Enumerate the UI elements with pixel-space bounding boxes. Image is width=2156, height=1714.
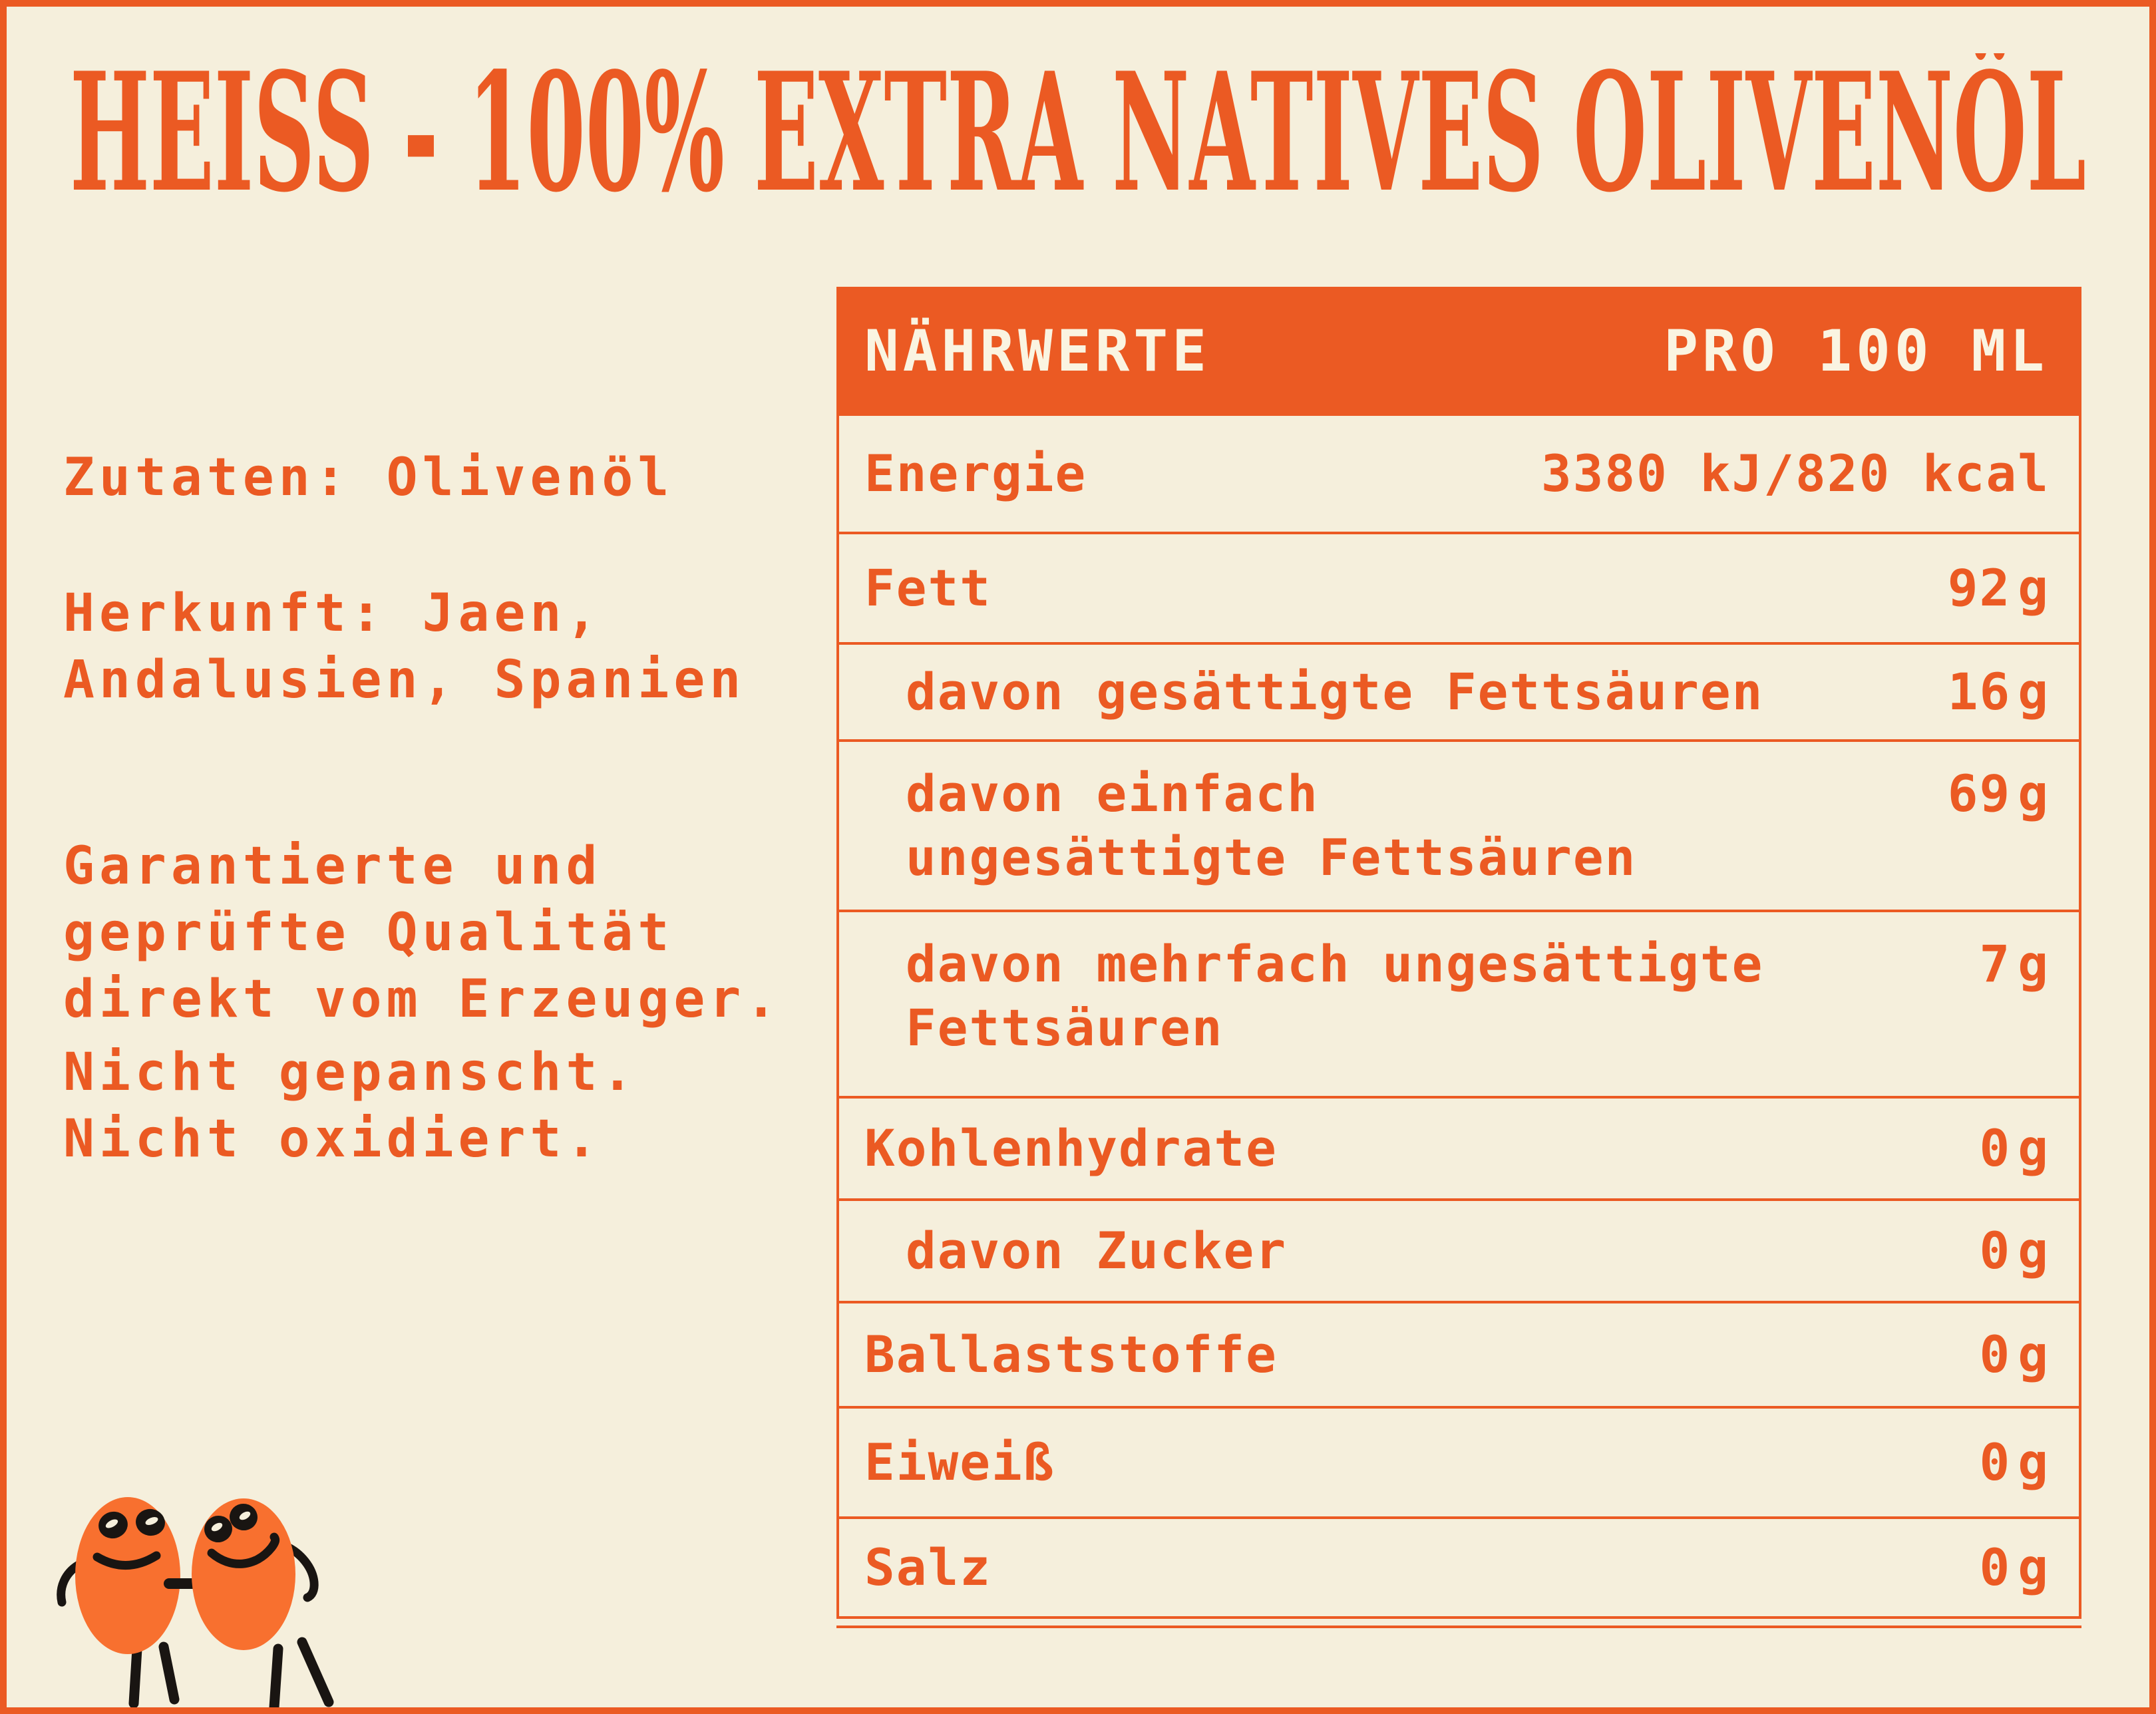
right-olive-leg bbox=[269, 1643, 283, 1713]
row-label: Energie bbox=[864, 444, 1087, 503]
row-unit: g bbox=[2018, 1325, 2050, 1384]
row-unit: g bbox=[2018, 662, 2050, 721]
row-value: 3380 kJ/820 kcal bbox=[1541, 442, 2050, 506]
left-olive-leg bbox=[158, 1641, 180, 1705]
row-unit: g bbox=[2018, 934, 2050, 993]
row-label: Ballaststoffe bbox=[864, 1325, 1278, 1384]
row-unit: g bbox=[2018, 1221, 2050, 1280]
row-amount: 0 bbox=[1979, 1118, 2012, 1178]
row-amount: 0 bbox=[1979, 1221, 2012, 1280]
table-row: Kohlenhydrate 0 g bbox=[839, 1096, 2079, 1198]
product-info-column: Zutaten: Olivenöl Herkunft: Jaen, Andalus… bbox=[63, 0, 808, 1714]
info-paragraph: Nicht gepanscht. Nicht oxidiert. bbox=[63, 1043, 638, 1169]
row-unit: g bbox=[2018, 764, 2050, 823]
row-amount: 0 bbox=[1979, 1538, 2012, 1597]
left-olive-smile bbox=[92, 1551, 161, 1570]
row-label: davon mehrfach ungesättigte Fettsäuren bbox=[906, 934, 1764, 1057]
right-olive-eye-highlight bbox=[239, 1511, 251, 1520]
table-row: davon mehrfach ungesättigte Fettsäuren 7 g bbox=[839, 910, 2079, 1096]
page-title: HEISS - 100% EXTRA NATIVES OLIVENÖL bbox=[70, 53, 2086, 220]
table-row: davon gesättigte Fettsäuren 16 g bbox=[839, 642, 2079, 739]
table-row: Eiweiß 0 g bbox=[839, 1406, 2079, 1516]
row-value: 16 g bbox=[1948, 660, 2050, 724]
right-olive-arm bbox=[281, 1542, 319, 1602]
row-amount: 3380 kJ/820 kcal bbox=[1540, 444, 2050, 503]
table-row: Fett 92 g bbox=[839, 532, 2079, 642]
row-label: davon Zucker bbox=[906, 1221, 1288, 1280]
row-unit: g bbox=[2018, 1433, 2050, 1492]
table-row: Salz 0 g bbox=[839, 1516, 2079, 1616]
olive-mascot-left bbox=[57, 1497, 180, 1709]
left-olive-leg bbox=[128, 1643, 142, 1709]
right-olive-eye-highlight bbox=[211, 1522, 223, 1532]
row-amount: 0 bbox=[1979, 1325, 2012, 1384]
row-label: Fett bbox=[864, 558, 992, 617]
left-olive-arm bbox=[57, 1560, 83, 1607]
row-amount: 0 bbox=[1979, 1433, 2012, 1492]
nutrition-table-header: NÄHRWERTE PRO 100 ML bbox=[839, 289, 2079, 413]
table-header-title: NÄHRWERTE bbox=[864, 318, 1210, 385]
row-amount: 69 bbox=[1947, 764, 2012, 823]
olive-mascots-svg bbox=[57, 1497, 334, 1713]
olive-mascots-illustration bbox=[52, 1482, 339, 1714]
row-amount: 7 bbox=[1979, 934, 2012, 993]
table-row: Ballaststoffe 0 g bbox=[839, 1301, 2079, 1406]
row-label: Salz bbox=[864, 1538, 992, 1597]
table-header-column: PRO 100 ML bbox=[1664, 318, 2048, 385]
info-paragraph: Zutaten: Olivenöl bbox=[63, 448, 674, 508]
table-row: davon einfach ungesättigte Fettsäuren 69 g bbox=[839, 739, 2079, 910]
left-olive-eye-highlight bbox=[105, 1519, 118, 1528]
row-label: davon einfach ungesättigte Fettsäuren bbox=[906, 764, 1637, 887]
row-amount: 92 bbox=[1947, 558, 2012, 617]
row-label: davon gesättigte Fettsäuren bbox=[906, 662, 1764, 721]
row-unit: g bbox=[2018, 558, 2050, 617]
row-value: 69 g bbox=[1948, 762, 2050, 826]
olive-mascot-right bbox=[192, 1498, 334, 1713]
nutrition-table: NÄHRWERTE PRO 100 ML Energie 3380 kJ/820 … bbox=[836, 287, 2081, 1628]
row-label: Kohlenhydrate bbox=[864, 1118, 1278, 1178]
table-row: davon Zucker 0 g bbox=[839, 1198, 2079, 1301]
row-label: Eiweiß bbox=[864, 1433, 1055, 1492]
right-olive-leg bbox=[297, 1637, 334, 1707]
left-olive-body bbox=[75, 1497, 180, 1654]
info-paragraph: Herkunft: Jaen, Andalusien, Spanien bbox=[63, 584, 746, 710]
product-title-svg: HEISS - 100% EXTRA NATIVES OLIVENÖL bbox=[70, 53, 2086, 220]
info-paragraph: Garantierte und geprüfte Qualität direkt… bbox=[63, 836, 782, 1029]
row-amount: 16 bbox=[1947, 662, 2012, 721]
nutrition-rows: Energie 3380 kJ/820 kcal Fett 92 g davon gesä… bbox=[839, 413, 2079, 1616]
row-value: 92 g bbox=[1948, 556, 2050, 620]
row-unit: g bbox=[2018, 1118, 2050, 1178]
table-row: Energie 3380 kJ/820 kcal bbox=[839, 413, 2079, 532]
left-olive-eye-highlight bbox=[145, 1517, 158, 1525]
row-unit: g bbox=[2018, 1538, 2050, 1597]
right-olive-smile bbox=[207, 1532, 280, 1568]
product-title-wrap: HEISS - 100% EXTRA NATIVES OLIVENÖL bbox=[60, 53, 2096, 220]
